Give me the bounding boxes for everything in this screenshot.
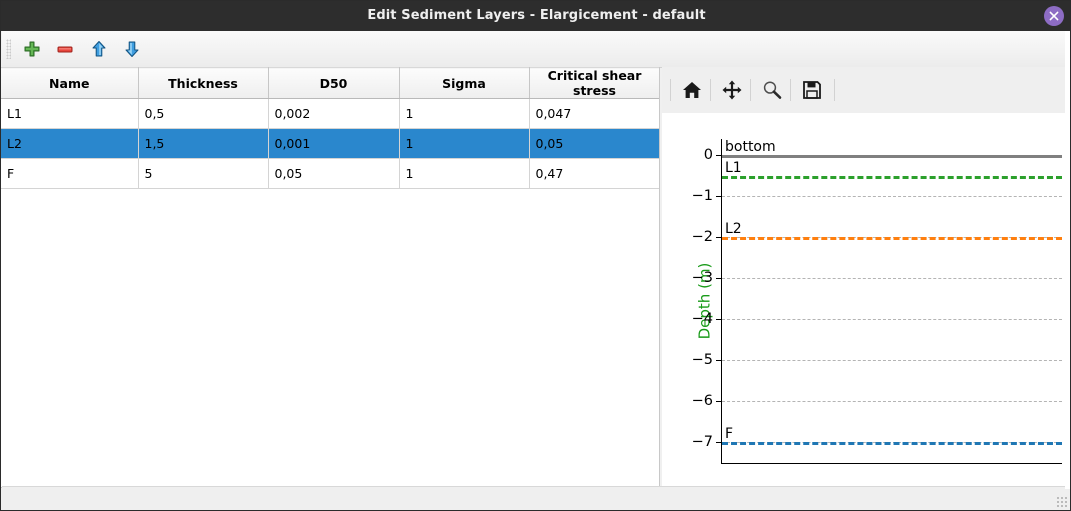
y-axis-tick [716,237,722,239]
cell-crit[interactable]: 0,047 [529,98,659,129]
cell-name[interactable]: L1 [1,98,139,129]
y-axis-tick [716,442,722,444]
plot-panel: Depth (m) 0 −1 −2 −3 −4 −5 −6 −7 bottom L1 L2 F [662,67,1070,488]
plot-toolbar [662,67,1070,113]
layer-label-F: F [725,426,734,443]
cell-d50[interactable]: 0,05 [268,158,400,189]
toolbar-separator [750,79,751,101]
y-axis-tick-label: −1 [691,188,713,205]
cell-crit[interactable]: 0,47 [529,158,659,189]
grid-line [722,196,1062,198]
move-down-button[interactable] [118,35,146,63]
column-header-sigma[interactable]: Sigma [399,67,530,99]
cell-sigma[interactable]: 1 [399,128,530,159]
toolbar-drag-handle[interactable] [6,39,11,59]
cell-sigma[interactable]: 1 [399,98,530,129]
arrow-down-icon [125,41,139,57]
y-axis-tick [716,196,722,198]
remove-layer-button[interactable] [51,35,79,63]
table-header-row: Name Thickness D50 Sigma Critical shear … [1,67,659,99]
arrow-up-icon [92,41,106,57]
layer-label-L2: L2 [725,221,742,238]
window-right-edge [1065,31,1070,489]
y-axis-tick [716,360,722,362]
cell-thickness[interactable]: 0,5 [138,98,269,129]
y-axis-tick [716,401,722,403]
column-header-name[interactable]: Name [1,67,139,99]
layers-table[interactable]: Name Thickness D50 Sigma Critical shear … [1,67,659,189]
cell-sigma[interactable]: 1 [399,158,530,189]
y-axis-tick [716,155,722,157]
zoom-button[interactable] [759,77,785,103]
table-row[interactable]: L1 0,5 0,002 1 0,047 [1,98,659,129]
move-up-button[interactable] [85,35,113,63]
cell-name[interactable]: L2 [1,128,139,159]
grid-line [722,278,1062,280]
column-header-d50[interactable]: D50 [268,67,400,99]
layers-toolbar [2,31,1070,68]
layers-table-panel: Name Thickness D50 Sigma Critical shear … [1,67,660,488]
y-axis-tick [716,278,722,280]
layer-label-bottom: bottom [725,139,776,156]
y-axis-tick [716,319,722,321]
layer-line-L2 [722,237,1062,241]
resize-grip[interactable] [1056,496,1068,508]
home-button[interactable] [679,77,705,103]
y-axis-tick-label: −6 [691,393,713,410]
grid-line [722,401,1062,403]
grid-line [722,319,1062,321]
layer-line-F [722,442,1062,446]
y-axis-tick-label: 0 [703,147,713,164]
status-bar [2,486,1070,510]
y-axis-tick-label: −3 [691,270,713,287]
cell-d50[interactable]: 0,001 [268,128,400,159]
y-axis-tick-label: −2 [691,229,713,246]
cell-thickness[interactable]: 1,5 [138,128,269,159]
column-header-thickness[interactable]: Thickness [138,67,269,99]
layer-line-L1 [722,175,1062,179]
cell-name[interactable]: F [1,158,139,189]
minus-icon [57,46,73,53]
toolbar-separator [790,79,791,101]
column-header-crit-shear[interactable]: Critical shear stress [529,67,659,99]
table-row[interactable]: L2 1,5 0,001 1 0,05 [1,128,659,159]
layer-label-L1: L1 [725,159,742,176]
pan-button[interactable] [719,77,745,103]
home-icon [683,82,701,98]
close-icon[interactable] [1044,6,1064,26]
y-axis-tick-label: −5 [691,352,713,369]
plus-icon [24,41,40,57]
plot-axes: 0 −1 −2 −3 −4 −5 −6 −7 bottom L1 L2 F [692,139,1062,464]
magnifier-icon [763,81,782,99]
y-axis-tick-label: −7 [691,434,713,451]
cell-crit[interactable]: 0,05 [529,128,659,159]
floppy-disk-icon [803,81,821,99]
save-button[interactable] [799,77,825,103]
toolbar-separator [834,79,835,101]
cell-d50[interactable]: 0,002 [268,98,400,129]
cell-thickness[interactable]: 5 [138,158,269,189]
move-icon [722,80,742,100]
title-bar[interactable]: Edit Sediment Layers - Elargicement - de… [1,1,1070,31]
grid-line [722,360,1062,362]
add-layer-button[interactable] [18,35,46,63]
window-title: Edit Sediment Layers - Elargicement - de… [367,8,706,23]
depth-profile-figure[interactable]: Depth (m) 0 −1 −2 −3 −4 −5 −6 −7 bottom L1 L2 F [662,113,1070,488]
toolbar-separator [710,79,711,101]
toolbar-separator [670,79,671,101]
layer-line-bottom [722,155,1062,159]
table-row[interactable]: F 5 0,05 1 0,47 [1,158,659,189]
y-axis-tick-label: −4 [691,311,713,328]
